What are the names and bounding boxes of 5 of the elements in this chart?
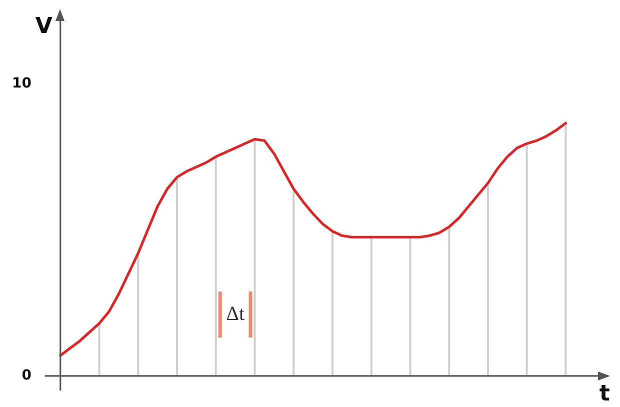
y-axis-title: V [35,14,52,40]
annotation: Δt [226,302,245,325]
y-tick-label: 10 [12,75,32,92]
y-tick-label: 0 [22,368,32,384]
x-axis-title: t [599,382,610,407]
